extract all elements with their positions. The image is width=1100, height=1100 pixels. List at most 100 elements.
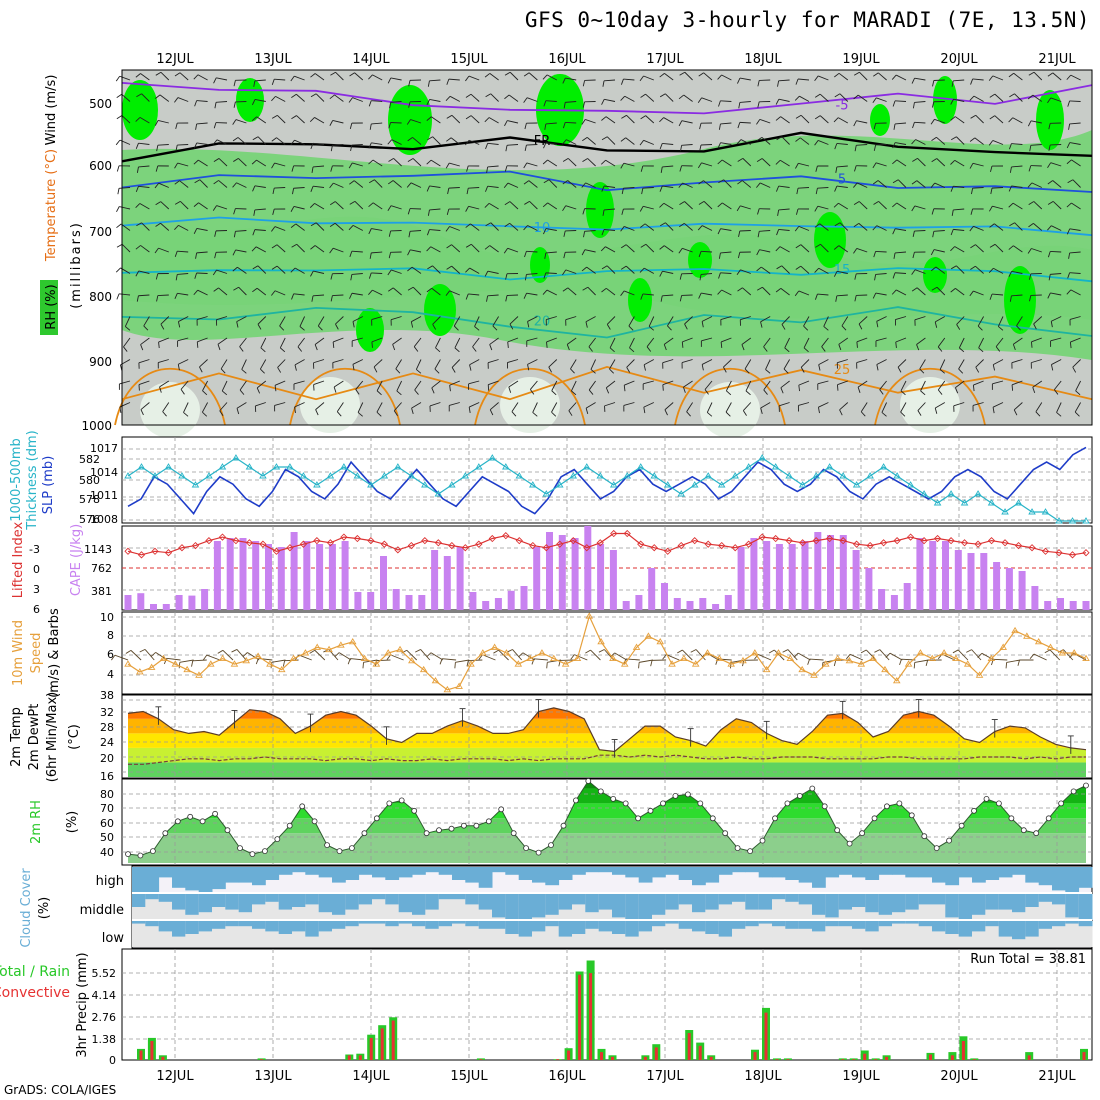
cloud-cell-high bbox=[945, 867, 960, 886]
wind-barb-flag bbox=[885, 652, 891, 658]
wind-barb-flag bbox=[445, 95, 451, 101]
wind-barb-staff bbox=[744, 359, 752, 370]
wind-barb-staff bbox=[338, 652, 352, 661]
wind-barb-staff bbox=[897, 359, 907, 368]
top-date-label: 17JUL bbox=[646, 52, 684, 67]
precip-tick: 5.52 bbox=[92, 967, 117, 980]
wind-barb-staff bbox=[993, 359, 1004, 365]
cloud-cell-low bbox=[905, 921, 920, 924]
wind-barb-staff bbox=[277, 359, 286, 368]
wind-barb-staff bbox=[838, 245, 849, 253]
rh-surface-hump bbox=[500, 377, 560, 433]
cloud-cell-low bbox=[385, 921, 400, 927]
wind-barb-staff bbox=[474, 316, 480, 327]
wind-barb-staff bbox=[780, 287, 790, 296]
cloud-cell-middle bbox=[825, 894, 840, 918]
wind-barb-flag bbox=[334, 652, 340, 658]
wind-barb-staff bbox=[1013, 402, 1023, 411]
rh2m-point bbox=[1045, 815, 1052, 822]
cloud-cell-high bbox=[545, 867, 560, 886]
lifted-index-point bbox=[1041, 547, 1050, 555]
wind-barb-staff bbox=[293, 206, 305, 210]
wind-barb-flag bbox=[330, 71, 336, 76]
wind-barb-flag bbox=[892, 179, 899, 184]
cape-bar bbox=[967, 553, 975, 610]
wind-barb-flag bbox=[950, 116, 956, 121]
cloud-cell-middle bbox=[852, 894, 866, 907]
wind-barb-flag bbox=[853, 222, 860, 228]
wind-barb-staff bbox=[371, 142, 383, 145]
cloud-cell-high bbox=[665, 867, 680, 875]
wind-barb-flag bbox=[970, 244, 976, 249]
cloud-cell-high bbox=[278, 867, 293, 875]
wind-barb-flag bbox=[1048, 123, 1051, 130]
precip-convective-bar bbox=[950, 1055, 954, 1060]
wind-barb-staff bbox=[548, 179, 558, 188]
wind-speed-point bbox=[940, 649, 948, 656]
wind-barb-flag bbox=[744, 368, 750, 374]
wind-barb-flag bbox=[891, 74, 897, 80]
wind-barb-flag bbox=[588, 346, 593, 352]
wind-barb-flag bbox=[193, 289, 199, 296]
wind-barb-flag bbox=[271, 226, 276, 232]
wind-barb-staff bbox=[858, 223, 868, 231]
lifted-index-point bbox=[421, 536, 429, 545]
isotherm-label: -5 bbox=[836, 99, 849, 114]
wind-barb-flag bbox=[116, 165, 120, 172]
wind-barb-flag bbox=[736, 139, 742, 145]
wind-barb-flag bbox=[290, 139, 295, 146]
wind-barb-staff bbox=[177, 292, 189, 296]
wind-barb-flag bbox=[368, 74, 373, 80]
thickness-point bbox=[879, 463, 888, 470]
isotherm-label: 15 bbox=[834, 263, 851, 278]
wind-barb-flag bbox=[718, 252, 721, 259]
cloud-middle-label: middle bbox=[80, 903, 124, 918]
wind-barb-staff bbox=[818, 75, 829, 81]
wind-barb-staff bbox=[293, 293, 305, 296]
wind-barb-staff bbox=[256, 159, 267, 167]
wind-barb-staff bbox=[144, 649, 155, 661]
lifted-index-point bbox=[542, 544, 550, 552]
wind-barb-staff bbox=[410, 119, 422, 124]
wind-barb-staff bbox=[160, 201, 170, 210]
wind-barb-flag bbox=[925, 659, 929, 667]
cloud-cell-low bbox=[798, 921, 813, 929]
lifted-index-point bbox=[758, 533, 766, 541]
wind-barb-staff bbox=[354, 72, 364, 81]
wind-barb-staff bbox=[900, 380, 907, 391]
wind-barb-flag bbox=[814, 205, 819, 212]
wind-barb-staff bbox=[889, 652, 903, 661]
wind-barb-flag bbox=[174, 72, 181, 77]
temp-line bbox=[127, 707, 1087, 753]
wind-barb-staff bbox=[279, 316, 286, 327]
cloud-cell-middle bbox=[785, 894, 800, 902]
precip-total-label: Total / Rain bbox=[0, 964, 70, 980]
wind-barb-flag bbox=[568, 410, 573, 416]
wind-barb-flag bbox=[449, 385, 451, 392]
wind-barb-flag bbox=[1047, 162, 1052, 168]
wind-barb-flag bbox=[638, 662, 640, 669]
wind-barb-flag bbox=[977, 325, 983, 331]
rh2m-tick: 60 bbox=[100, 817, 114, 830]
wind-barb-staff bbox=[857, 380, 868, 388]
wind-barb-staff bbox=[314, 337, 325, 345]
wind-barb-flag bbox=[620, 95, 626, 101]
wind-barb-staff bbox=[157, 144, 169, 146]
wind-barb-staff bbox=[1069, 316, 1081, 320]
bottom-date-label: 20JUL bbox=[940, 1069, 978, 1084]
wind-barb-staff bbox=[138, 380, 150, 385]
rh2m-tick: 70 bbox=[100, 802, 114, 815]
cloud-cell-high bbox=[265, 867, 280, 880]
wind-barb-flag bbox=[892, 228, 896, 235]
precip-convective-bar bbox=[391, 1020, 395, 1060]
lifted-index-point bbox=[326, 539, 335, 547]
wind-barb-flag bbox=[426, 652, 432, 658]
wind-barb-flag bbox=[776, 265, 782, 270]
precip-axis-title: 3hr Precip (mm) bbox=[75, 952, 90, 1057]
wind-barb-staff bbox=[411, 266, 422, 274]
wind-barb-flag bbox=[175, 274, 178, 281]
wind-barb-flag bbox=[115, 139, 121, 146]
lifted-index-point bbox=[947, 536, 955, 545]
thickness-point bbox=[582, 463, 591, 470]
wind-barb-staff bbox=[547, 202, 558, 210]
